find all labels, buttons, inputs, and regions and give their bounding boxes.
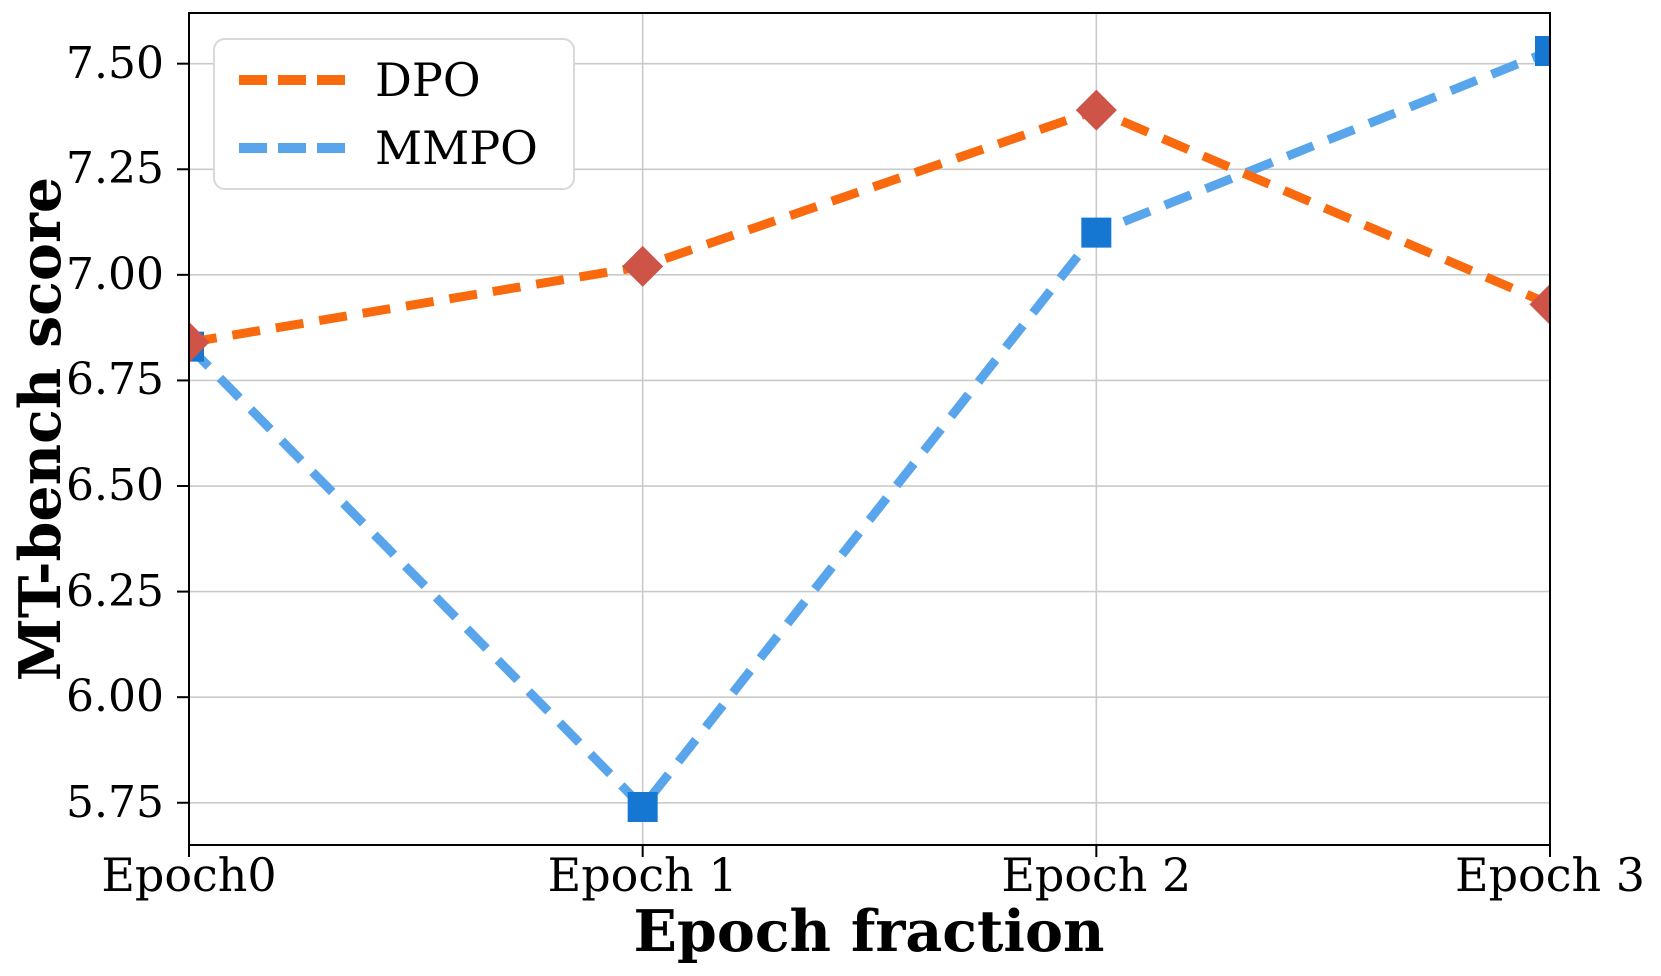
x-tick-label: Epoch0 (101, 848, 277, 902)
legend-item-dpo: DPO (215, 57, 573, 103)
y-tick-label: 6.00 (66, 671, 164, 723)
x-tick-label: Epoch 1 (547, 848, 738, 902)
data-point-marker-mmpo (627, 791, 658, 822)
legend: DPO MMPO (213, 38, 575, 190)
data-point-marker-dpo (189, 321, 210, 363)
mmpo-dash-sample-icon (239, 143, 345, 153)
y-tick-label: 7.00 (66, 248, 164, 300)
x-tick-label: Epoch 3 (1455, 848, 1645, 902)
legend-label-mmpo: MMPO (375, 121, 538, 175)
data-point-marker-dpo (622, 245, 664, 287)
legend-label-dpo: DPO (375, 53, 481, 107)
x-axis-label: Epoch fraction (633, 898, 1105, 965)
series-line-dpo (189, 105, 1550, 347)
data-point-marker-mmpo (1535, 36, 1550, 67)
y-tick-label: 5.75 (66, 776, 164, 828)
y-tick-label: 6.75 (66, 354, 164, 406)
y-tick-label: 6.50 (66, 460, 164, 511)
series-line-mmpo (189, 46, 1550, 814)
x-tick-label: Epoch 2 (1001, 848, 1192, 902)
y-tick-label: 6.25 (66, 565, 164, 617)
y-axis-label: MT-bench score (7, 176, 74, 682)
y-tick-label: 7.50 (66, 37, 164, 89)
data-point-marker-mmpo (1081, 217, 1112, 248)
data-point-marker-dpo (1529, 283, 1550, 325)
data-point-marker-dpo (1075, 89, 1117, 131)
plot-border (188, 12, 1551, 846)
legend-item-mmpo: MMPO (215, 125, 573, 171)
dpo-dash-sample-icon (239, 75, 345, 85)
y-tick-label: 7.25 (66, 143, 164, 195)
